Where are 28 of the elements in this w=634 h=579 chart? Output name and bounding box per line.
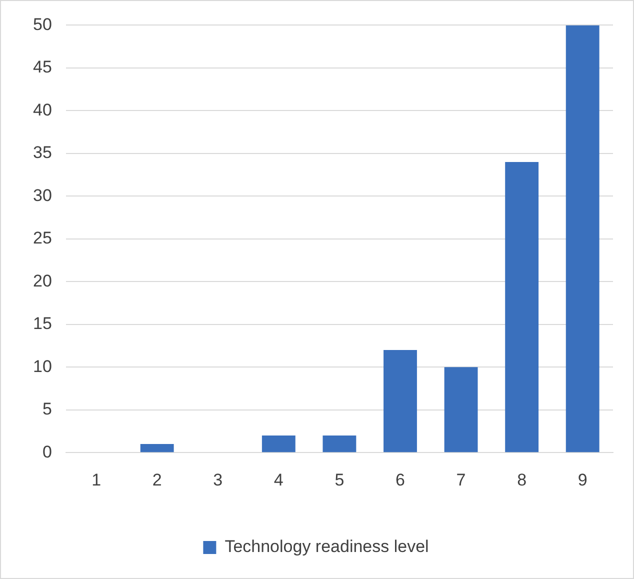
y-tick-label: 35 (32, 143, 52, 162)
y-tick-label: 40 (32, 100, 52, 120)
bar (262, 436, 296, 452)
y-tick-label: 25 (32, 228, 52, 248)
legend-label: Technology readiness level (224, 537, 429, 556)
bar (384, 350, 417, 452)
bar (322, 436, 356, 452)
x-tick-label: 4 (274, 470, 284, 490)
x-tick-label: 7 (456, 470, 466, 490)
x-tick-label: 3 (213, 470, 223, 490)
y-tick-label: 30 (32, 186, 52, 205)
y-tick-label: 5 (42, 400, 52, 419)
x-tick-label: 1 (92, 470, 102, 490)
bar (140, 444, 174, 452)
x-tick-label: 2 (152, 470, 162, 490)
x-tick-label: 9 (578, 470, 588, 490)
x-tick-label: 5 (334, 470, 344, 490)
y-tick-label: 45 (32, 58, 52, 77)
y-tick-label: 0 (42, 442, 52, 462)
bar (505, 162, 539, 452)
x-tick-label: 6 (396, 470, 405, 490)
y-tick-label: 15 (32, 314, 52, 334)
bar (566, 25, 600, 452)
bar (444, 367, 478, 452)
y-tick-label: 50 (32, 14, 52, 34)
y-tick-label: 10 (32, 356, 52, 376)
y-tick-label: 20 (32, 271, 52, 290)
x-tick-label: 8 (517, 470, 527, 490)
